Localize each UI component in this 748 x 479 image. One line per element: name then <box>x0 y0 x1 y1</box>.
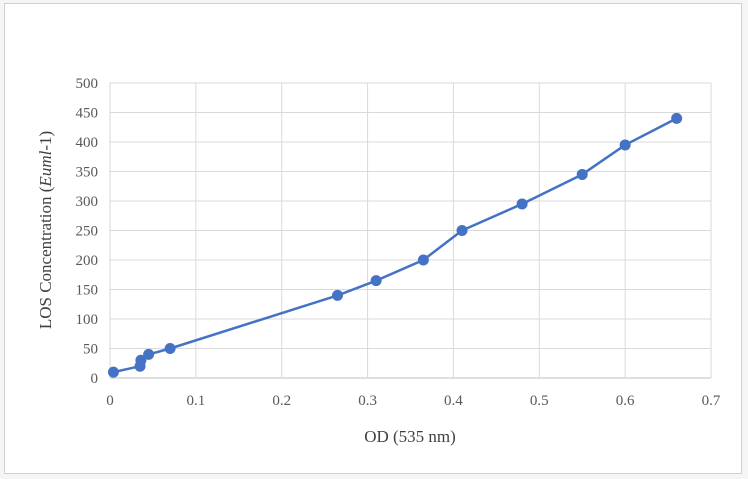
data-point <box>516 198 528 210</box>
gridlines <box>109 82 712 379</box>
y-tick-label: 450 <box>76 106 99 122</box>
y-tick-label: 100 <box>76 312 99 328</box>
x-tick-label: 0.1 <box>186 393 205 409</box>
x-tick-label: 0 <box>106 393 114 409</box>
y-tick-label: 200 <box>76 253 99 269</box>
y-tick-label: 400 <box>76 135 99 151</box>
y-axis-title-prefix: LOS Concentration ( <box>36 186 55 329</box>
y-tick-label: 150 <box>76 283 99 299</box>
data-point <box>332 289 344 301</box>
x-tick-label: 0.6 <box>616 393 635 409</box>
x-tick-label: 0.2 <box>272 393 291 409</box>
data-point <box>619 139 631 151</box>
x-tick-label: 0.4 <box>444 393 463 409</box>
data-point <box>417 254 429 266</box>
y-tick-label: 50 <box>83 342 98 358</box>
data-point <box>107 366 119 378</box>
x-tick-label: 0.5 <box>530 393 549 409</box>
y-axis-title-suffix: -1) <box>36 131 55 151</box>
x-tick-label: 0.3 <box>358 393 377 409</box>
data-point <box>671 112 683 124</box>
x-axis-ticks: 0 0.1 0.2 0.3 0.4 0.5 0.6 0.7 <box>106 393 721 409</box>
chart-frame <box>4 3 742 474</box>
x-axis-title: OD (535 nm) <box>364 427 456 446</box>
data-point <box>456 225 468 236</box>
data-point <box>135 354 147 366</box>
plot-series <box>107 112 683 378</box>
y-tick-label: 250 <box>76 224 99 240</box>
y-tick-label: 500 <box>76 76 99 92</box>
data-point <box>370 275 382 287</box>
y-tick-label: 350 <box>76 165 99 181</box>
y-tick-label: 0 <box>91 371 99 387</box>
series-line <box>113 117 678 374</box>
y-axis-title-italic: Euml <box>36 150 55 187</box>
y-axis-title: LOS Concentration (Euml-1) <box>36 131 55 329</box>
data-point <box>164 343 176 354</box>
y-axis-ticks: 0 50 100 150 200 250 300 350 400 450 500 <box>76 76 99 387</box>
x-tick-label: 0.7 <box>702 393 721 409</box>
data-point <box>576 168 588 180</box>
y-tick-label: 300 <box>76 194 99 210</box>
data-point <box>143 348 155 360</box>
